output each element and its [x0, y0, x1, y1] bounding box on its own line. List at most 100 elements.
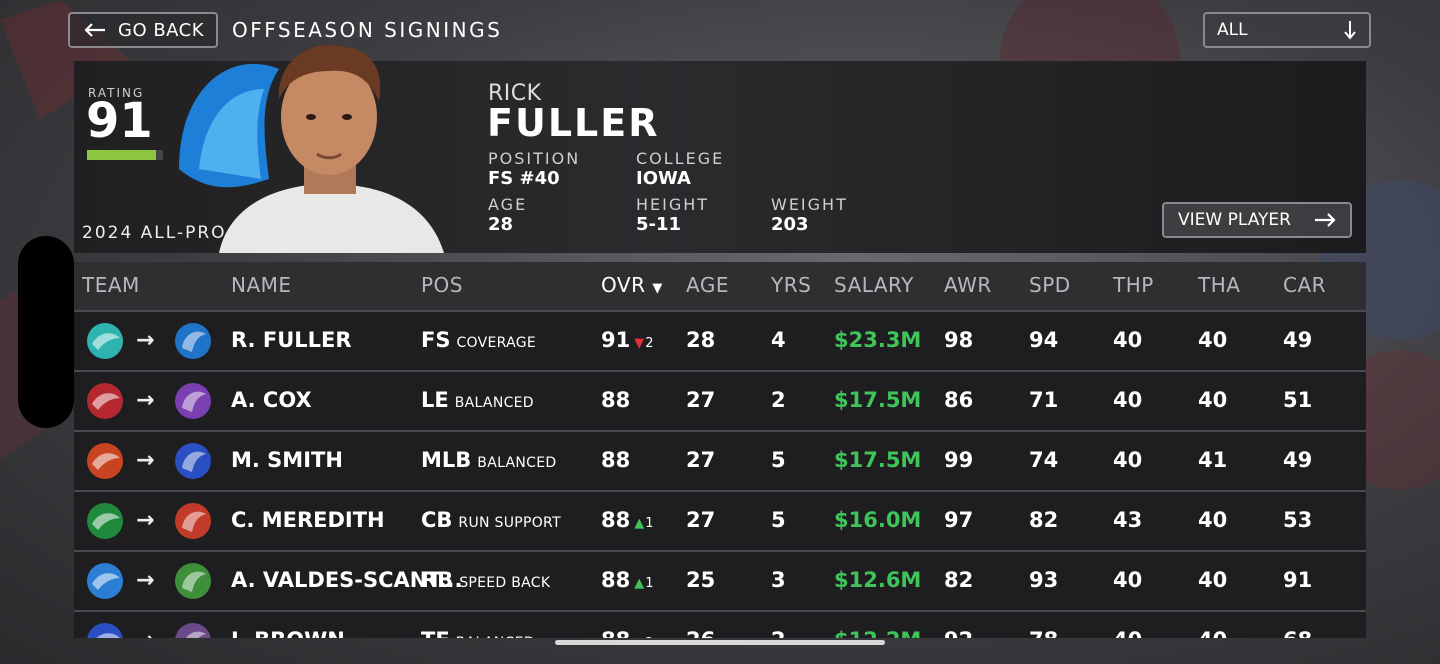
player-portrait	[179, 44, 444, 253]
transfer-arrow-icon: →	[136, 328, 155, 353]
table-row[interactable]: → A. COX LE BALANCED 88 27 2 $17.5M 86 71 40 40 51	[74, 370, 1366, 430]
position-cell: MLB BALANCED	[421, 448, 556, 472]
position-archetype: BALANCED	[454, 395, 534, 411]
to-team-logo	[172, 320, 214, 362]
col-ovr[interactable]: OVR ▼	[601, 273, 663, 297]
tha-cell: 40	[1198, 508, 1228, 532]
col-thp[interactable]: THP	[1113, 273, 1154, 297]
team-filter-dropdown[interactable]: ALL	[1203, 12, 1371, 48]
to-team-logo	[172, 380, 214, 422]
table-row[interactable]: → M. SMITH MLB BALANCED 88 27 5 $17.5M 99 74 40 41 4…	[74, 430, 1366, 490]
table-row[interactable]: → R. FULLER FS COVERAGE 91 ▼2 28 4 $23.3M 98 94 40 4…	[74, 310, 1366, 370]
position-cell: CB RUN SUPPORT	[421, 508, 561, 532]
to-team-logo	[172, 500, 214, 542]
height-value: 5-11	[636, 214, 682, 235]
awr-cell: 92	[944, 628, 973, 638]
thp-cell: 43	[1113, 508, 1143, 532]
ovr-value: 88	[601, 388, 631, 412]
from-team-logo	[84, 440, 126, 482]
view-player-label: VIEW PLAYER	[1178, 210, 1291, 230]
tha-cell: 40	[1198, 628, 1227, 638]
thp-cell: 40	[1113, 388, 1143, 412]
col-pos[interactable]: POS	[421, 273, 463, 297]
col-awr[interactable]: AWR	[944, 273, 992, 297]
col-team[interactable]: TEAM	[82, 273, 140, 297]
ovr-down-icon: ▼	[634, 336, 645, 351]
salary-cell: $17.5M	[834, 388, 922, 412]
car-cell: 49	[1283, 328, 1313, 352]
player-name: A. COX	[231, 388, 312, 412]
tha-cell: 40	[1198, 568, 1228, 592]
transfer-arrow-icon: →	[136, 628, 154, 638]
col-age[interactable]: AGE	[686, 273, 729, 297]
thp-cell: 40	[1113, 328, 1143, 352]
age-cell: 27	[686, 448, 716, 472]
position-abbr: RB	[421, 568, 454, 592]
rating-label: RATING	[88, 86, 145, 100]
ovr-cell: 88 ▲1	[601, 508, 654, 532]
rating-value: 91	[86, 93, 153, 149]
col-tha[interactable]: THA	[1198, 273, 1241, 297]
col-spd[interactable]: SPD	[1029, 273, 1071, 297]
yrs-cell: 5	[771, 448, 786, 472]
ovr-delta: 2	[645, 636, 653, 638]
car-cell: 49	[1283, 448, 1313, 472]
position-archetype: SPEED BACK	[459, 575, 551, 591]
col-salary[interactable]: SALARY	[834, 273, 914, 297]
player-first-name: RICK	[488, 81, 542, 106]
age-cell: 27	[686, 508, 716, 532]
age-cell: 26	[686, 628, 715, 638]
ovr-value: 88	[601, 448, 631, 472]
ovr-value: 88	[601, 568, 631, 592]
sort-desc-icon: ▼	[652, 281, 663, 296]
ovr-delta: 2	[645, 336, 654, 351]
to-team-logo	[172, 620, 214, 638]
home-indicator[interactable]	[555, 640, 885, 645]
player-name: A. VALDES-SCANT...	[231, 568, 463, 592]
ovr-cell: 88 ▲1	[601, 568, 654, 592]
view-player-button[interactable]: VIEW PLAYER	[1162, 202, 1352, 238]
table-row[interactable]: →J. BROWNTEBALANCED88▲2262$12.2M92784040…	[74, 610, 1366, 638]
forward-arrow-icon	[1315, 213, 1336, 227]
col-name[interactable]: NAME	[231, 273, 292, 297]
position-archetype: BALANCED	[456, 635, 535, 638]
table-row[interactable]: → C. MEREDITH CB RUN SUPPORT 88 ▲1 27 5 $16.0M 97…	[74, 490, 1366, 550]
col-yrs[interactable]: YRS	[771, 273, 812, 297]
spd-cell: 71	[1029, 388, 1059, 412]
player-name: R. FULLER	[231, 328, 352, 352]
transfer-arrow-icon: →	[136, 508, 155, 533]
table-row[interactable]: → A. VALDES-SCANT... RB SPEED BACK 88 ▲1 25 3 $1…	[74, 550, 1366, 610]
ovr-up-icon: ▲	[634, 516, 645, 531]
go-back-button[interactable]: GO BACK	[68, 12, 218, 48]
position-abbr: TE	[421, 628, 450, 638]
position-cell: LE BALANCED	[421, 388, 534, 412]
position-cell: RB SPEED BACK	[421, 568, 550, 592]
ovr-up-icon: ▲	[634, 576, 645, 591]
position-archetype: COVERAGE	[456, 335, 537, 351]
ovr-value: 88	[601, 508, 631, 532]
position-archetype: BALANCED	[477, 455, 557, 471]
col-car[interactable]: CAR	[1283, 273, 1327, 297]
ovr-cell: 88	[601, 388, 630, 412]
car-cell: 68	[1283, 628, 1312, 638]
award-badge: 2024 ALL-PRO	[82, 223, 227, 243]
car-cell: 53	[1283, 508, 1313, 532]
spd-cell: 93	[1029, 568, 1059, 592]
thp-cell: 40	[1113, 448, 1143, 472]
yrs-cell: 2	[771, 388, 786, 412]
player-name: C. MEREDITH	[231, 508, 385, 532]
awr-cell: 86	[944, 388, 974, 412]
spd-cell: 78	[1029, 628, 1058, 638]
awr-cell: 97	[944, 508, 974, 532]
table-header: TEAM NAME POS OVR ▼ AGE YRS SALARY AWR S…	[74, 262, 1366, 310]
spd-cell: 94	[1029, 328, 1059, 352]
from-team-logo	[84, 560, 126, 602]
tha-cell: 40	[1198, 388, 1228, 412]
ovr-cell: 88	[601, 448, 630, 472]
player-name: J. BROWN	[231, 628, 345, 638]
awr-cell: 99	[944, 448, 974, 472]
rating-bar-fill	[87, 150, 157, 160]
position-value: FS #40	[488, 168, 560, 189]
ovr-cell: 88 ▲2	[601, 628, 654, 638]
ovr-delta: 1	[645, 516, 654, 531]
